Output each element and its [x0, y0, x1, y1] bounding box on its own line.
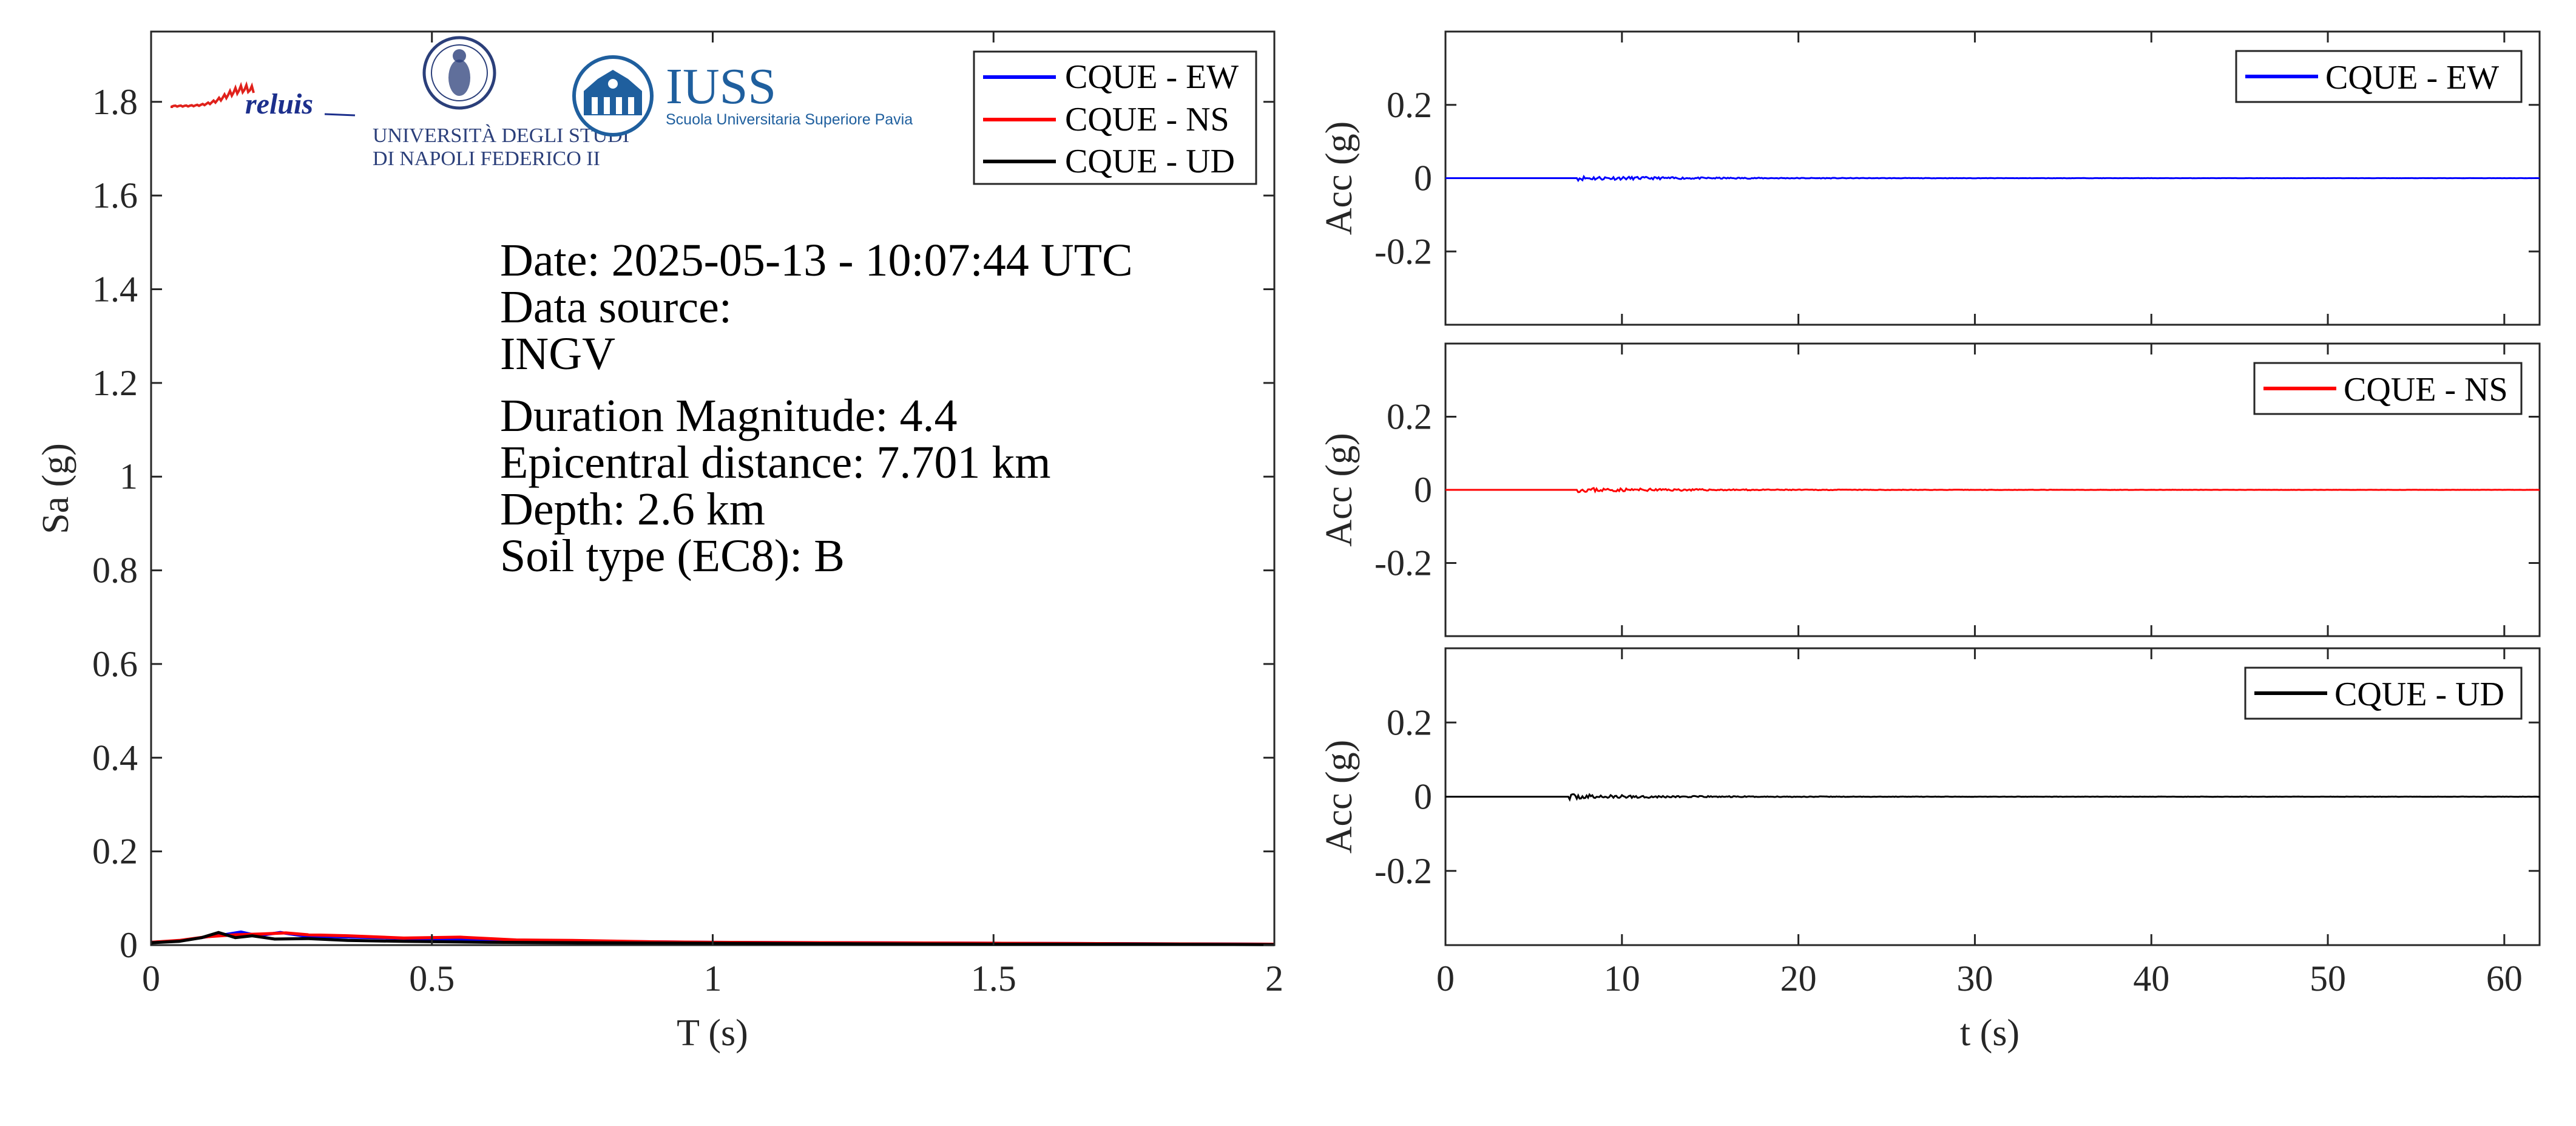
- time-history-y-axis-label: Acc (g): [1319, 121, 1360, 236]
- time-history-x-tick-label: 10: [1604, 958, 1640, 999]
- time-history-x-tick-label: 20: [1780, 958, 1817, 999]
- spectrum-y-tick-label: 1.8: [92, 82, 138, 122]
- time-history-y-tick-label: 0.2: [1387, 85, 1432, 125]
- spectrum-x-tick-label: 1: [704, 958, 722, 999]
- epicentral-distance: Epicentral distance: 7.701 km: [500, 437, 1051, 488]
- iuss-logo-text: IUSS: [666, 58, 776, 115]
- spectrum-y-tick-label: 1.6: [92, 175, 138, 215]
- spectrum-y-tick-label: 0.8: [92, 551, 138, 591]
- spectrum-y-tick-label: 0.6: [92, 644, 138, 684]
- spectrum-y-tick-label: 0.4: [92, 738, 138, 778]
- event-date: Date: 2025-05-13 - 10:07:44 UTC: [500, 235, 1133, 286]
- spectrum-y-axis-label: Sa (g): [35, 443, 76, 534]
- spectrum-y-tick-label: 1.4: [92, 269, 138, 309]
- time-history-y-tick-label: 0: [1414, 158, 1432, 198]
- spectrum-x-tick-label: 0: [142, 958, 160, 999]
- time-history-y-axis-label: Acc (g): [1319, 740, 1360, 854]
- time-history-legend-label: CQUE - NS: [2344, 371, 2508, 409]
- spectrum-y-tick-label: 0.2: [92, 832, 138, 872]
- spectrum-x-tick-label: 2: [1265, 958, 1283, 999]
- time-history-panel-3: -0.2 0 0.2 0 10 20 30 40 50 60 Acc (g) CQUE - UD: [1319, 647, 2541, 999]
- time-history-x-tick-label: 30: [1956, 958, 1993, 999]
- time-history-panel-1: -0.2 0 0.2 Acc (g) CQUE - EW: [1319, 30, 2541, 326]
- spectrum-x-ticks: 0 0.5 1 1.5 2: [142, 32, 1283, 999]
- time-history-trace: [1445, 174, 2540, 183]
- spectrum-legend: CQUE - EW CQUE - NS CQUE - UD: [973, 50, 1257, 185]
- time-history-legend-label: CQUE - UD: [2334, 676, 2504, 713]
- spectrum-x-axis-label: T (s): [677, 1012, 748, 1054]
- time-history-x-tick-label: 0: [1436, 958, 1455, 999]
- time-history-legend-label: CQUE - EW: [2325, 59, 2499, 97]
- event-info: Date: 2025-05-13 - 10:07:44 UTC Data sou…: [500, 235, 1133, 582]
- spectrum-y-tick-label: 1.2: [92, 363, 138, 403]
- spectrum-x-tick-label: 0.5: [409, 958, 455, 999]
- time-history-trace: [1445, 793, 2540, 802]
- time-x-axis-label: t (s): [1960, 1012, 2020, 1054]
- reluis-logo: reluis: [171, 81, 356, 120]
- time-history-panel-2: -0.2 0 0.2 Acc (g) CQUE - NS: [1319, 342, 2541, 637]
- time-history-legend-box: [2235, 50, 2523, 103]
- reluis-logo-text: reluis: [245, 88, 313, 120]
- time-history-x-tick-label: 40: [2133, 958, 2169, 999]
- unina-seal: [422, 36, 496, 110]
- spectrum-y-ticks: 0 0.2 0.4 0.6 0.8 1 1.2 1.4 1.6 1.8: [92, 82, 1274, 965]
- legend-ns-label: CQUE - NS: [1065, 101, 1229, 138]
- soil-type: Soil type (EC8): B: [500, 531, 845, 582]
- time-history-y-tick-label: -0.2: [1374, 851, 1432, 891]
- time-history-x-tick-label: 60: [2486, 958, 2523, 999]
- spectrum-panel: 0 0.5 1 1.5 2 0 0.2 0.4 0.6 0.8 1 1.2 1.4 1.6 1.8 T (…: [35, 30, 1283, 1054]
- unina-logo-line2: DI NAPOLI FEDERICO II: [373, 148, 600, 170]
- spectrum-series-line-2: [150, 931, 1275, 946]
- reluis-waveform: [171, 81, 255, 108]
- data-source-value: INGV: [500, 328, 615, 379]
- event-depth: Depth: 2.6 km: [500, 484, 765, 535]
- time-history-y-tick-label: -0.2: [1374, 543, 1432, 583]
- time-history-x-tick-label: 50: [2310, 958, 2346, 999]
- event-magnitude: Duration Magnitude: 4.4: [500, 390, 958, 441]
- unina-logo-line1: UNIVERSITÀ DEGLI STUDI: [373, 124, 629, 147]
- spectrum-x-tick-label: 1.5: [971, 958, 1016, 999]
- spectrum-y-tick-label: 1: [120, 456, 138, 497]
- time-history-y-tick-label: 0: [1414, 777, 1432, 817]
- data-source-label: Data source:: [500, 282, 732, 333]
- iuss-emblem: [572, 55, 654, 137]
- time-history-y-tick-label: 0: [1414, 470, 1432, 510]
- unina-logo: UNIVERSITÀ DEGLI STUDI DI NAPOLI FEDERIC…: [373, 36, 629, 170]
- time-history-trace: [1445, 487, 2540, 494]
- spectrum-y-tick-label: 0: [120, 925, 138, 965]
- iuss-logo: IUSS Scuola Universitaria Superiore Pavi…: [572, 55, 913, 137]
- legend-ud-label: CQUE - UD: [1065, 143, 1235, 180]
- time-history-panels: -0.2 0 0.2 Acc (g) CQUE - EW -0.2 0 0.2 Acc (g) C…: [1319, 30, 2541, 999]
- legend-ew-label: CQUE - EW: [1065, 58, 1239, 96]
- time-history-y-tick-label: -0.2: [1374, 231, 1432, 271]
- time-history-y-axis-label: Acc (g): [1319, 433, 1360, 547]
- iuss-logo-subtitle: Scuola Universitaria Superiore Pavia: [666, 111, 913, 128]
- time-history-y-tick-label: 0.2: [1387, 702, 1432, 742]
- time-history-y-tick-label: 0.2: [1387, 397, 1432, 437]
